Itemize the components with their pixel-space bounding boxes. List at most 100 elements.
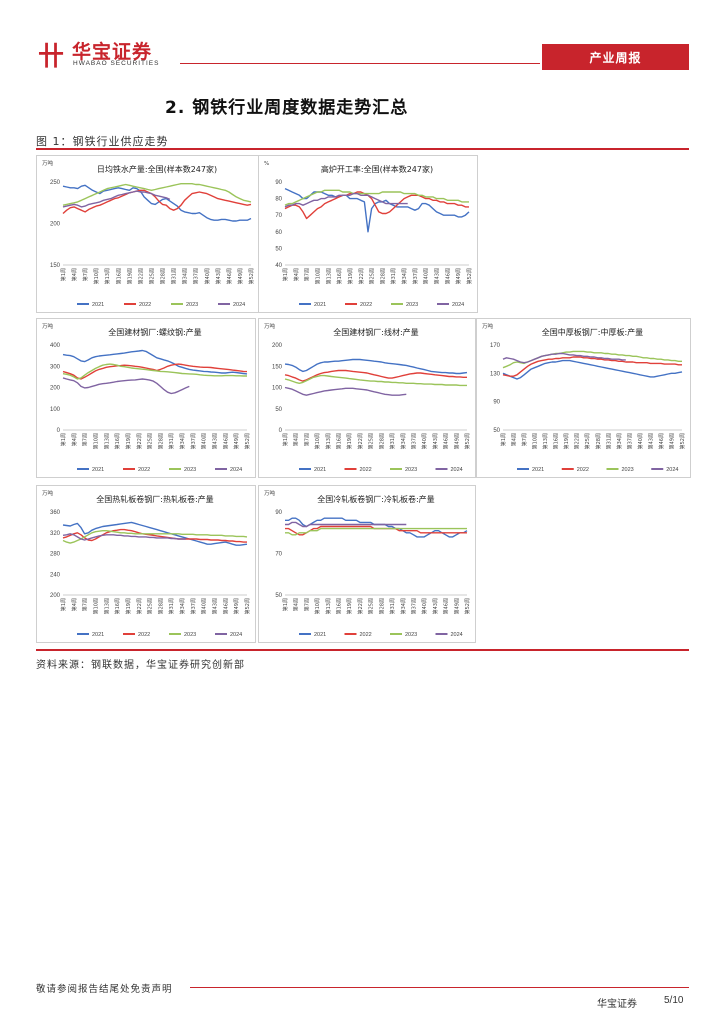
x-tick-label: 第10周 [314, 598, 321, 614]
series-line-2023 [62, 183, 252, 206]
legend-label-2022: 2022 [360, 632, 372, 638]
x-tick-label: 第34周 [182, 268, 189, 284]
legend-label-2023: 2023 [406, 302, 418, 308]
x-tick-label: 第28周 [595, 433, 602, 449]
x-tick-label: 第16周 [114, 598, 121, 614]
x-tick-label: 第7周 [303, 433, 310, 446]
x-tick-label: 第37周 [410, 598, 417, 614]
series-line-2021 [502, 359, 683, 380]
x-tick-label: 第49周 [453, 598, 460, 614]
x-tick-label: 第25周 [148, 268, 155, 284]
chart-title: 全国中厚板钢厂:中厚板:产量 [542, 327, 643, 337]
x-tick-label: 第49周 [237, 268, 244, 284]
x-tick-label: 第19周 [346, 598, 353, 614]
legend-label-2024: 2024 [230, 632, 242, 638]
x-tick-label: 第31周 [389, 433, 396, 449]
x-tick-label: 第52周 [464, 433, 471, 449]
x-tick-label: 第10周 [314, 268, 321, 284]
chart-title: 全国建材钢厂:线材:产量 [333, 327, 418, 337]
x-tick-label: 第25周 [147, 598, 154, 614]
y-tick-label: 90 [275, 180, 282, 186]
x-tick-label: 第22周 [137, 268, 144, 284]
x-tick-label: 第28周 [378, 433, 385, 449]
x-tick-label: 第52周 [248, 268, 255, 284]
x-tick-label: 第40周 [423, 268, 430, 284]
legend-label-2023: 2023 [405, 632, 417, 638]
x-tick-label: 第25周 [584, 433, 591, 449]
x-tick-label: 第31周 [390, 268, 397, 284]
x-tick-label: 第37周 [410, 433, 417, 449]
x-tick-label: 第31周 [171, 268, 178, 284]
x-tick-label: 第46周 [222, 433, 229, 449]
x-tick-label: 第49周 [233, 598, 240, 614]
x-tick-label: 第7周 [82, 433, 89, 446]
y-tick-label: 50 [275, 407, 282, 413]
y-tick-label: 70 [275, 552, 282, 558]
x-tick-label: 第40周 [201, 433, 208, 449]
x-tick-label: 第16周 [336, 598, 343, 614]
legend-label-2023: 2023 [186, 302, 198, 308]
logo-cn: 华宝证券 [72, 41, 153, 63]
legend-label-2021: 2021 [92, 467, 104, 473]
series-line-2023 [62, 363, 247, 380]
y-tick-label: 90 [493, 400, 500, 406]
x-tick-label: 第13周 [104, 268, 111, 284]
x-tick-label: 第19周 [347, 268, 354, 284]
legend-label-2024: 2024 [451, 467, 463, 473]
legend-label-2024: 2024 [451, 632, 463, 638]
chart-wire-rod-output: 万吨 全国建材钢厂:线材:产量 0 50 100 150 200 第1周 第4周 第7周 第10周第… [258, 318, 476, 478]
x-tick-label: 第43周 [432, 433, 439, 449]
y-tick-label: 200 [272, 343, 283, 349]
x-tick-label: 第25周 [147, 433, 154, 449]
x-tick-label: 第43周 [212, 598, 219, 614]
x-tick-label: 第46周 [443, 433, 450, 449]
y-tick-label: 240 [50, 572, 61, 578]
x-tick-label: 第7周 [82, 268, 89, 281]
x-tick-label: 第10周 [92, 433, 99, 449]
x-tick-label: 第25周 [369, 268, 376, 284]
y-tick-label: 150 [50, 263, 61, 269]
x-tick-label: 第40周 [421, 598, 428, 614]
unit-label: 万吨 [482, 322, 494, 330]
x-tick-label: 第52周 [464, 598, 471, 614]
x-tick-label: 第1周 [60, 598, 67, 611]
legend-label-2021: 2021 [314, 632, 326, 638]
legend-label-2023: 2023 [184, 632, 196, 638]
x-tick-label: 第40周 [204, 268, 211, 284]
company-logo: 卄 华宝证券 HWABAO SECURITIES [38, 36, 178, 72]
x-tick-label: 第43周 [215, 268, 222, 284]
chart-rebar-output: 万吨 全国建材钢厂:螺纹钢:产量 0 100 200 300 400 第1周 第4周 第7周 第10… [36, 318, 256, 478]
section-title: 2. 钢铁行业周度数据走势汇总 [165, 98, 409, 118]
y-tick-label: 130 [490, 371, 501, 377]
x-tick-label: 第1周 [282, 598, 289, 611]
x-tick-label: 第34周 [179, 433, 186, 449]
legend-label-2022: 2022 [138, 467, 150, 473]
page-number: 5/10 [664, 995, 684, 1006]
x-tick-label: 第13周 [325, 433, 332, 449]
x-tick-label: 第4周 [293, 598, 300, 611]
x-tick-label: 第34周 [400, 598, 407, 614]
chart-title: 日均铁水产量:全国(样本数247家) [97, 164, 217, 174]
x-tick-label: 第37周 [190, 433, 197, 449]
x-tick-label: 第19周 [126, 268, 133, 284]
x-tick-label: 第52周 [244, 433, 251, 449]
series-line-2024 [285, 521, 407, 528]
unit-label: 万吨 [42, 322, 54, 330]
x-tick-label: 第22周 [136, 433, 143, 449]
y-tick-label: 250 [50, 180, 61, 186]
series-line-2022 [62, 189, 252, 215]
logo-en: HWABAO SECURITIES [73, 60, 160, 67]
legend-label-2024: 2024 [666, 467, 678, 473]
y-tick-label: 170 [490, 343, 501, 349]
x-tick-label: 第49周 [455, 268, 462, 284]
chart-title: 全国建材钢厂:螺纹钢:产量 [108, 327, 201, 337]
legend-label-2022: 2022 [139, 302, 151, 308]
header-divider [180, 63, 540, 64]
x-tick-label: 第28周 [379, 268, 386, 284]
y-tick-label: 70 [275, 213, 282, 219]
x-tick-label: 第43周 [434, 268, 441, 284]
legend-label-2023: 2023 [405, 467, 417, 473]
legend-label-2022: 2022 [360, 302, 372, 308]
x-tick-label: 第16周 [115, 268, 122, 284]
y-tick-label: 0 [279, 428, 283, 434]
